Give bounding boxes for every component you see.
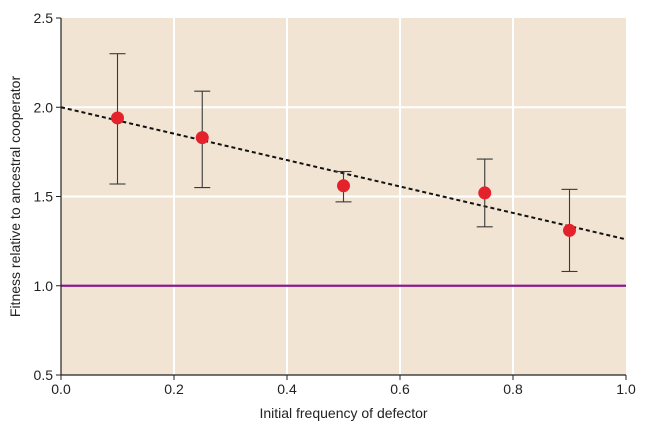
data-point-group [335,170,352,203]
data-point-group [476,158,493,228]
data-point [111,111,124,125]
y-tick-label: 2.0 [34,99,54,115]
plot-area [60,18,627,375]
data-point-group [194,90,211,189]
y-axis-title: Fitness relative to ancestral cooperator [7,76,23,318]
x-axis-title: Initial frequency of defector [259,405,427,421]
data-point [195,131,209,145]
data-point-group [561,188,578,273]
x-tick-label: 0.6 [390,381,410,397]
x-tick-label: 1.0 [616,381,636,397]
data-point [563,223,576,237]
x-tick-label: 0.4 [277,381,297,397]
data-point [337,179,350,193]
y-tick-label: 1.0 [34,278,54,294]
y-tick-label: 2.5 [34,10,54,26]
x-tick-label: 0.0 [51,381,71,397]
x-tick-label: 0.2 [164,381,184,397]
y-tick-label: 1.5 [34,189,54,205]
axes: 0.0 0.2 0.4 0.6 0.8 1.0 0.5 1.0 1.5 2.0 2.5 [34,10,636,397]
x-tick-label: 0.8 [503,381,523,397]
data-point [478,186,492,200]
y-tick-label: 0.5 [34,367,54,383]
data-point-group [109,53,126,185]
